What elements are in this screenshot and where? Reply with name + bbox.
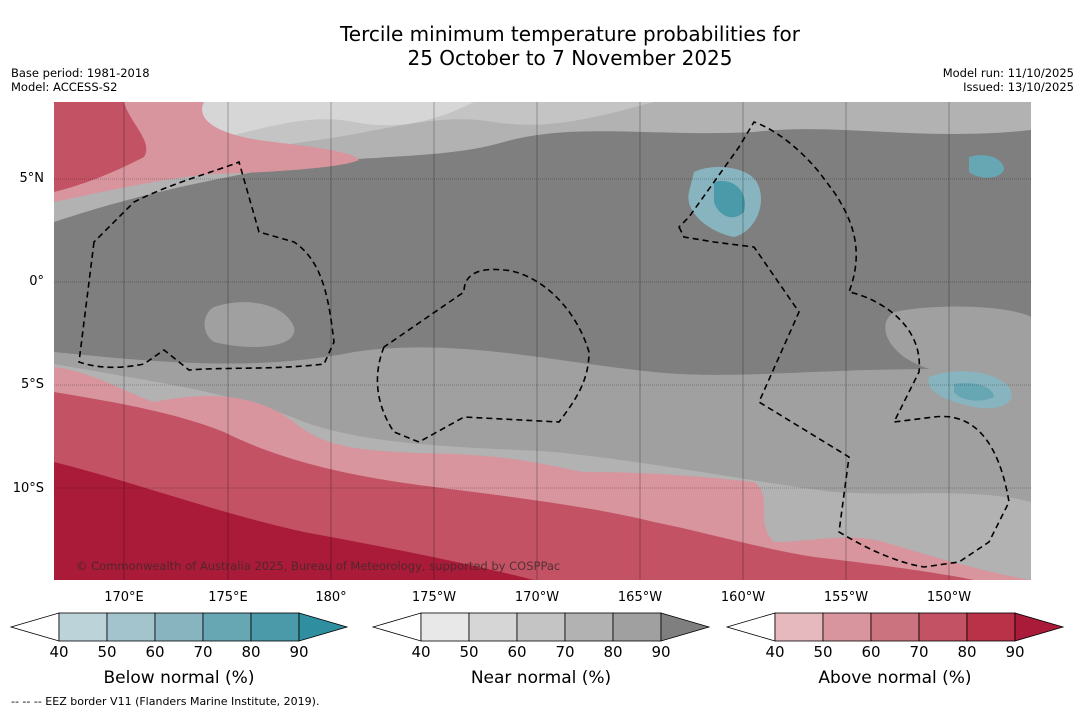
colorbar-tick: 70: [193, 643, 213, 661]
colorbar-extend-min: [726, 612, 776, 642]
colorbar-title-near: Near normal (%): [470, 668, 612, 688]
colorbar-extend-max: [298, 612, 349, 642]
colorbar-segment: [774, 612, 824, 642]
colorbar-tick: 60: [861, 643, 881, 661]
map-title: Tercile minimum temperature probabilitie…: [0, 22, 1085, 70]
colorbar-tick: 40: [49, 643, 69, 661]
colorbar-title-below: Below normal (%): [103, 668, 255, 688]
colorbar-title-above: Above normal (%): [818, 668, 972, 688]
run-info: Model run: 11/10/2025 Issued: 13/10/2025: [943, 66, 1074, 94]
copyright-notice: © Commonwealth of Australia 2025, Bureau…: [76, 559, 561, 573]
colorbar-extend-max: [660, 612, 711, 642]
colorbar-segment: [918, 612, 968, 642]
gridlines: [54, 102, 1031, 580]
title-line-1: Tercile minimum temperature probabilitie…: [339, 22, 801, 46]
colorbar-segment: [612, 612, 662, 642]
colorbar-tick: 80: [241, 643, 261, 661]
y-tick-label: 5°N: [19, 171, 45, 186]
colorbar-extend-max: [1014, 612, 1065, 642]
base-period: Base period: 1981-2018: [11, 66, 150, 80]
y-tick-label: 5°S: [20, 377, 44, 392]
colorbar-tick: 40: [411, 643, 431, 661]
colorbar-tick: 50: [97, 643, 117, 661]
near-normal-blob-east: [885, 306, 1031, 377]
below-normal-se-core: [954, 382, 994, 401]
x-tick-label: 155°W: [823, 590, 869, 605]
x-tick-label: 175°W: [411, 590, 457, 605]
x-tick-label: 170°E: [104, 590, 144, 605]
colorbar-tick: 50: [813, 643, 833, 661]
above-normal-northwest-core: [54, 102, 147, 192]
eez-footnote: -- -- -- EEZ border V11 (Flanders Marine…: [11, 695, 320, 708]
title-line-2: 25 October to 7 November 2025: [407, 46, 733, 70]
colorbar-segment: [966, 612, 1016, 642]
colorbar-tick: 70: [555, 643, 575, 661]
above-normal-south-core: [54, 462, 534, 580]
colorbar-extend-min: [372, 612, 422, 642]
colorbar-segment: [58, 612, 108, 642]
colorbar-tick: 80: [957, 643, 977, 661]
colorbar-extend-min: [10, 612, 60, 642]
below-normal-ne-blob: [969, 155, 1004, 178]
colorbar-tick: 80: [603, 643, 623, 661]
y-tick-label: 10°S: [12, 481, 44, 496]
colorbar-near-normal: [372, 612, 711, 642]
eez-borders: [78, 121, 1010, 568]
colorbar-tick: 90: [651, 643, 671, 661]
x-tick-label: 165°W: [617, 590, 663, 605]
colorbar-tick: 40: [765, 643, 785, 661]
colorbar-segment: [250, 612, 300, 642]
colorbar-tick: 90: [1005, 643, 1025, 661]
model-name: Model: ACCESS-S2: [11, 80, 118, 94]
near-normal-blob-west: [204, 302, 295, 347]
colorbar-segment: [154, 612, 204, 642]
x-tick-label: 175°E: [208, 590, 248, 605]
below-normal-north-core: [714, 181, 745, 218]
map-graphic: [54, 102, 1031, 580]
model-run: Model run: 11/10/2025: [942, 66, 1074, 80]
colorbar-segment: [822, 612, 872, 642]
colorbar-tick: 90: [289, 643, 309, 661]
colorbar-segment: [516, 612, 566, 642]
x-tick-label: 180°: [315, 590, 347, 605]
colorbar-segment: [870, 612, 920, 642]
colorbar-segment: [420, 612, 470, 642]
base-info: Base period: 1981-2018 Model: ACCESS-S2: [11, 66, 150, 94]
x-tick-label: 160°W: [720, 590, 766, 605]
colorbar-above-normal: [726, 612, 1065, 642]
colorbar-tick: 70: [909, 643, 929, 661]
map-panel: © Commonwealth of Australia 2025, Bureau…: [54, 102, 1031, 580]
colorbar-tick: 60: [507, 643, 527, 661]
colorbar-segment: [468, 612, 518, 642]
issued-date: Issued: 13/10/2025: [963, 80, 1074, 94]
colorbar-segment: [564, 612, 614, 642]
colorbar-segment: [202, 612, 252, 642]
colorbar-tick: 60: [145, 643, 165, 661]
x-tick-label: 170°W: [514, 590, 560, 605]
colorbar-below-normal: [10, 612, 349, 642]
y-tick-label: 0°: [29, 274, 44, 289]
colorbar-segment: [106, 612, 156, 642]
x-tick-label: 150°W: [926, 590, 972, 605]
colorbar-tick: 50: [459, 643, 479, 661]
